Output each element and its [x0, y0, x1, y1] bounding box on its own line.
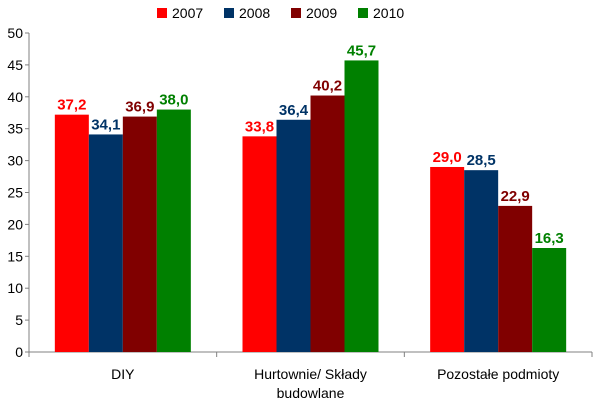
x-category-label: Hurtownie/ Składy [254, 366, 367, 382]
data-label: 36,4 [279, 102, 309, 119]
bar-2008-1 [88, 134, 123, 352]
legend-item-2008: 2008 [224, 3, 270, 23]
x-category-label: DIY [111, 366, 135, 382]
y-tick-label: 5 [15, 312, 23, 328]
data-label: 34,1 [91, 116, 120, 133]
legend-item-2010: 2010 [358, 3, 404, 23]
data-label: 22,9 [501, 188, 530, 205]
data-label: 29,0 [433, 149, 462, 166]
y-tick-label: 45 [7, 57, 23, 73]
bar-2007-1 [54, 114, 89, 352]
legend-swatch [157, 8, 167, 18]
x-category-label: Pozostałe podmioty [437, 366, 559, 382]
bar-2010-2 [344, 60, 379, 353]
data-label: 37,2 [57, 97, 86, 114]
y-tick-label: 15 [7, 248, 23, 264]
data-label: 38,0 [159, 92, 188, 109]
bar-2009-1 [122, 116, 157, 352]
bar-2009-2 [310, 95, 345, 353]
bar-2010-1 [156, 109, 191, 352]
y-tick-label: 30 [7, 153, 23, 169]
y-tick-label: 20 [7, 216, 23, 232]
y-tick-label: 10 [7, 280, 23, 296]
legend-swatch [224, 8, 234, 18]
legend-swatch [358, 8, 368, 18]
y-tick-label: 40 [7, 89, 23, 105]
bar-2008-2 [276, 119, 311, 352]
y-tick-label: 25 [7, 185, 23, 201]
legend-label: 2008 [239, 5, 271, 21]
legend-item-2007: 2007 [157, 3, 203, 23]
legend-label: 2009 [306, 5, 338, 21]
bar-2007-2 [242, 136, 277, 352]
data-label: 45,7 [347, 42, 376, 59]
legend-item-2009: 2009 [291, 3, 337, 23]
y-tick-label: 0 [15, 344, 23, 360]
data-label: 16,3 [535, 230, 564, 247]
legend-swatch [291, 8, 301, 18]
y-tick-label: 35 [7, 121, 23, 137]
bar-2010-3 [532, 248, 567, 352]
bar-2009-3 [498, 205, 533, 352]
data-label: 33,8 [245, 118, 274, 135]
data-label: 36,9 [125, 99, 154, 116]
data-label: 28,5 [467, 152, 496, 169]
legend: 2007 2008 2009 2010 [0, 3, 600, 23]
data-label: 40,2 [313, 78, 342, 95]
y-tick-label: 50 [7, 25, 23, 41]
bar-2007-3 [430, 166, 465, 352]
x-category-label: budowlane [277, 385, 345, 401]
legend-label: 2007 [172, 5, 204, 21]
bar-2008-3 [464, 170, 499, 352]
legend-label: 2010 [373, 5, 405, 21]
